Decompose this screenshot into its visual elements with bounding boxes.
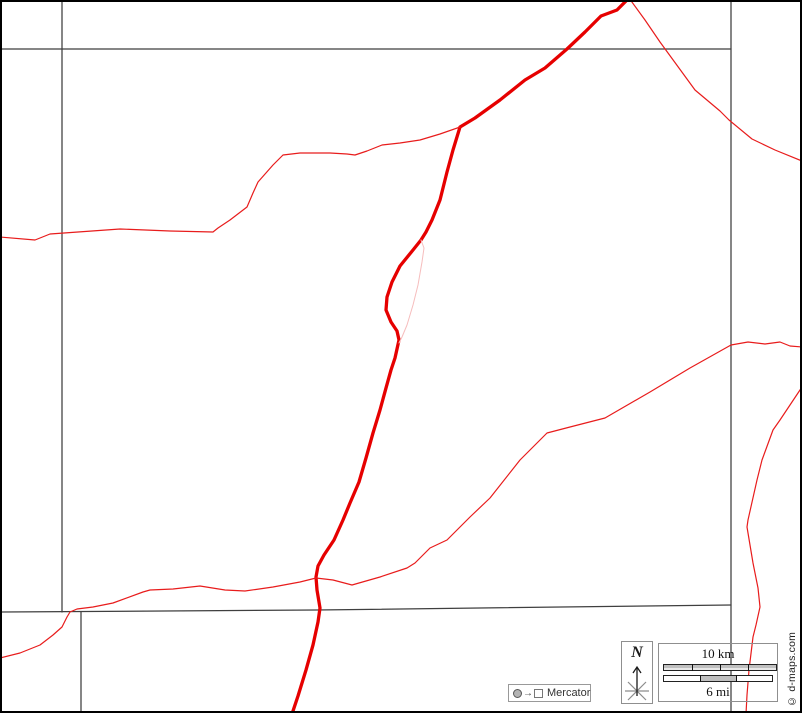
projection-arrow-icon: → [523, 687, 533, 699]
south-road [2, 341, 800, 659]
north-label: N [631, 644, 643, 661]
scale-km-label: 10 km [701, 646, 735, 661]
scale-tick [735, 675, 737, 682]
east-road [745, 388, 800, 711]
scale-tick [699, 675, 701, 682]
northeast-road [631, 2, 800, 161]
projection-label: Mercator [547, 687, 591, 699]
scale-tick [748, 664, 749, 671]
scale-tick [720, 664, 721, 671]
scale-tick [692, 664, 693, 671]
compass-rose-icon [625, 665, 649, 701]
scale-km-bar [663, 664, 777, 671]
scale-mi-bar-fill [699, 676, 736, 681]
old-alignment-loop [398, 239, 425, 344]
north-indicator: N [621, 641, 653, 704]
globe-icon [513, 688, 522, 698]
main-highway [291, 2, 628, 711]
projection-legend: → Mercator [508, 684, 591, 702]
copyright-text: © d-maps.com [786, 631, 798, 707]
flat-map-icon [534, 688, 543, 698]
scale-bar: 10 km 6 mi [658, 643, 778, 702]
scale-mi-label: 6 mi [706, 684, 730, 699]
scale-mi-bar [663, 675, 773, 682]
west-road [2, 126, 461, 241]
county-boundary-bottom [2, 604, 732, 613]
